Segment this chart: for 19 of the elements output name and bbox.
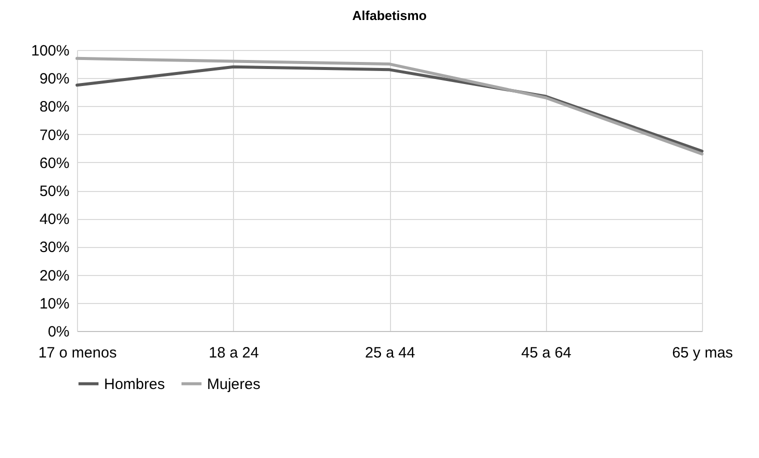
- y-tick-label: 60%: [39, 154, 70, 172]
- x-tick-label: 18 a 24: [208, 344, 259, 362]
- y-tick-label: 100%: [31, 42, 70, 60]
- y-tick-label: 50%: [39, 183, 70, 200]
- legend-label: Mujeres: [207, 376, 260, 393]
- x-tick-label: 65 y mas: [672, 344, 733, 362]
- x-tick-label: 45 a 64: [521, 344, 572, 362]
- y-tick-label: 20%: [39, 267, 70, 284]
- y-tick-label: 80%: [39, 98, 70, 116]
- y-tick-label: 40%: [39, 211, 70, 228]
- y-tick-label: 70%: [39, 126, 70, 144]
- y-tick-label: 0%: [48, 324, 70, 340]
- x-tick-label: 17 o menos: [38, 344, 117, 362]
- y-tick-label: 30%: [39, 239, 70, 256]
- x-tick-label: 25 a 44: [364, 344, 416, 362]
- chart-title: Alfabetismo: [352, 8, 427, 23]
- y-tick-label: 90%: [39, 70, 70, 88]
- legend-label: Hombres: [104, 376, 165, 393]
- y-tick-label: 10%: [39, 295, 70, 312]
